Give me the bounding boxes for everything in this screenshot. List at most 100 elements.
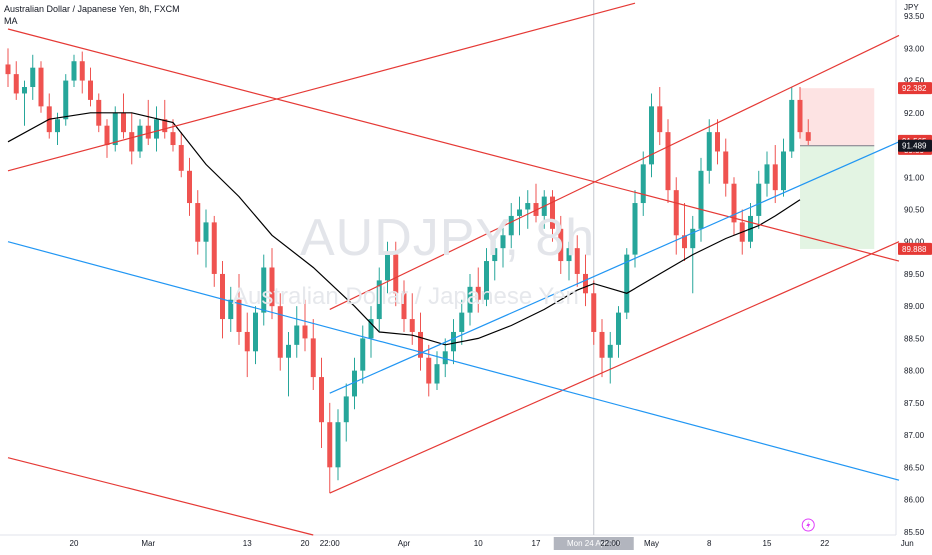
candle-up — [154, 119, 159, 139]
candle-up — [335, 422, 341, 468]
candle-up — [253, 312, 258, 352]
candle-up — [203, 222, 209, 242]
candle-up — [607, 344, 613, 358]
candle-up — [492, 248, 498, 262]
candle-down — [88, 80, 93, 100]
candle-down — [178, 145, 184, 171]
currency-label: JPY — [904, 3, 919, 12]
indicator-label[interactable]: MA — [4, 16, 18, 26]
candle-up — [698, 170, 704, 229]
candle-up — [500, 235, 506, 249]
candle-down — [418, 331, 423, 358]
price-tick-label: 86.50 — [904, 463, 925, 472]
candle-down — [574, 248, 580, 274]
red-trendline-4 — [329, 34, 900, 310]
blue-trendline-5 — [7, 241, 900, 481]
candle-up — [517, 209, 522, 216]
price-tick-label: 88.50 — [904, 334, 925, 343]
candle-up — [22, 87, 27, 94]
price-tick-label: 87.50 — [904, 399, 925, 408]
red-trendline-0 — [7, 2, 636, 172]
candle-down — [723, 151, 729, 184]
symbol-title[interactable]: Australian Dollar / Japanese Yen, 8h, FX… — [4, 4, 180, 14]
price-tick-label: 92.00 — [904, 109, 925, 118]
candle-up — [624, 254, 630, 313]
candle-up — [360, 338, 366, 371]
candle-down — [319, 377, 324, 423]
candle-down — [269, 267, 275, 307]
time-tick-label: 17 — [532, 539, 541, 548]
lightning-icon-glyph — [806, 521, 811, 529]
candle-up — [434, 364, 440, 384]
stop-loss-zone — [800, 88, 875, 146]
time-tick-label: 8 — [707, 539, 712, 548]
price-tag-bg — [898, 82, 932, 95]
red-trendline-1 — [7, 28, 900, 262]
candle-up — [525, 203, 531, 210]
candle-down — [129, 132, 135, 152]
candle-up — [30, 67, 36, 88]
time-tick-label: 20 — [70, 539, 79, 548]
candle-down — [236, 299, 242, 332]
candle-down — [277, 306, 283, 358]
candle-up — [55, 119, 60, 133]
candle-down — [211, 222, 217, 274]
moving-average-line — [7, 112, 801, 346]
candle-up — [508, 215, 514, 236]
candle-down — [673, 190, 679, 236]
price-tag-label: 92.382 — [902, 84, 927, 93]
candle-down — [731, 183, 737, 223]
candle-down — [170, 132, 176, 146]
candle-down — [79, 61, 85, 81]
candle-down — [805, 132, 811, 141]
chart-legend: Australian Dollar / Japanese Yen, 8h, FX… — [4, 3, 180, 27]
candle-down — [475, 286, 481, 300]
candle-down — [583, 273, 588, 294]
candle-down — [244, 331, 250, 352]
time-tick-label: 13 — [243, 539, 252, 548]
candle-up — [484, 261, 489, 300]
candle-down — [121, 112, 126, 133]
candle-up — [459, 312, 465, 332]
watermark-symbol: AUDJPY, 8h — [300, 209, 596, 267]
candle-up — [451, 331, 456, 352]
time-tick-label: May — [644, 539, 659, 548]
time-tick-label: 22 — [820, 539, 829, 548]
red-trendline-3 — [329, 241, 900, 494]
candle-up — [261, 267, 267, 313]
time-tick-label: Apr — [398, 539, 411, 548]
price-tick-label: 88.00 — [904, 367, 925, 376]
candle-down — [665, 132, 671, 191]
candle-up — [706, 132, 712, 171]
candle-up — [286, 344, 291, 358]
candle-down — [393, 254, 399, 294]
candle-down — [772, 164, 778, 191]
candle-up — [442, 351, 448, 365]
candle-down — [715, 132, 720, 152]
price-tick-label: 85.50 — [904, 528, 925, 537]
candle-down — [310, 338, 316, 378]
crosshair-time-label-bg — [553, 537, 634, 550]
candle-down — [187, 170, 192, 204]
candle-up — [690, 228, 696, 249]
candle-up — [112, 112, 118, 146]
red-trendline-2 — [7, 457, 314, 536]
time-tick-label: 15 — [763, 539, 772, 548]
candle-up — [789, 99, 795, 152]
candle-up — [385, 254, 390, 281]
price-tick-label: 92.50 — [904, 77, 925, 86]
candle-up — [781, 151, 786, 191]
candle-down — [5, 64, 11, 75]
candle-down — [401, 293, 407, 320]
price-tick-label: 93.50 — [904, 12, 925, 21]
candle-down — [550, 196, 555, 229]
price-tick-label: 89.50 — [904, 270, 925, 279]
candle-down — [797, 99, 803, 133]
price-tag-bg — [898, 139, 932, 152]
price-tick-label: 86.00 — [904, 496, 925, 505]
time-tick-label: 22:00 — [600, 539, 621, 548]
candle-down — [104, 125, 110, 146]
